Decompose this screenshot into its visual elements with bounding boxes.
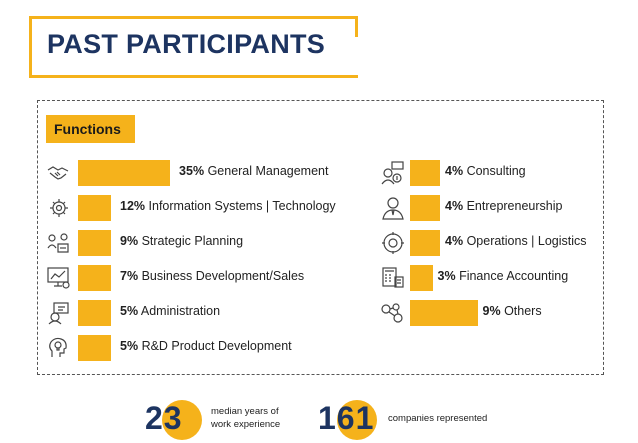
function-bar xyxy=(410,195,440,221)
function-bar xyxy=(78,195,111,221)
gear-brain-icon xyxy=(50,199,68,217)
function-text: 4% Operations | Logistics xyxy=(445,234,587,248)
stat-circle xyxy=(337,400,377,440)
function-text: 9% Others xyxy=(482,304,542,318)
function-text: 7% Business Development/Sales xyxy=(120,269,305,283)
gear-cycle-icon xyxy=(382,232,404,254)
lightbulb-head-icon xyxy=(49,337,67,357)
stat-desc-experience: median years of work experience xyxy=(211,406,281,430)
function-row: 4% Entrepreneurship xyxy=(380,195,595,221)
title-frame xyxy=(29,16,358,78)
functions-panel xyxy=(37,100,604,375)
function-row: 4% Consulting xyxy=(380,160,595,186)
handshake-icon xyxy=(47,166,69,180)
function-row: 9% Strategic Planning xyxy=(46,230,376,256)
person-tie-icon xyxy=(382,197,404,220)
function-bar xyxy=(78,160,171,186)
stat-circle xyxy=(162,400,202,440)
function-text: 4% Consulting xyxy=(445,164,526,178)
function-bar xyxy=(410,230,440,256)
function-text: 5% R&D Product Development xyxy=(120,339,292,353)
function-row: 3% Finance Accounting xyxy=(380,265,595,291)
strategy-icon xyxy=(47,233,69,253)
function-bar xyxy=(410,160,440,186)
function-row: 5% Administration xyxy=(46,300,376,326)
calculator-icon xyxy=(382,267,404,288)
function-bar xyxy=(78,335,111,361)
function-row: 7% Business Development/Sales xyxy=(46,265,376,291)
stat-number-companies: 161 xyxy=(318,400,375,436)
function-row: 12% Information Systems | Technology xyxy=(46,195,376,221)
function-text: 3% Finance Accounting xyxy=(437,269,569,283)
consulting-icon xyxy=(381,161,404,185)
chart-monitor-icon xyxy=(47,267,70,289)
function-text: 35% General Management xyxy=(179,164,329,178)
page-title: PAST PARTICIPANTS xyxy=(47,29,326,59)
function-row: 4% Operations | Logistics xyxy=(380,230,595,256)
stat-desc-companies: companies represented xyxy=(388,413,488,424)
function-row: 35% General Management xyxy=(46,160,376,186)
function-bar xyxy=(78,265,111,291)
function-text: 5% Administration xyxy=(120,304,221,318)
function-bar xyxy=(78,230,111,256)
function-bar xyxy=(78,300,111,326)
function-bar xyxy=(410,265,433,291)
network-icon xyxy=(381,303,403,323)
stat-number-experience: 23 xyxy=(145,400,183,436)
function-text: 4% Entrepreneurship xyxy=(445,199,563,213)
function-row: 9% Others xyxy=(380,300,595,326)
functions-label: Functions xyxy=(46,115,135,143)
admin-icon xyxy=(48,302,69,325)
function-row: 5% R&D Product Development xyxy=(46,335,376,361)
function-bar xyxy=(410,300,478,326)
function-text: 12% Information Systems | Technology xyxy=(120,199,336,213)
function-text: 9% Strategic Planning xyxy=(120,234,244,248)
